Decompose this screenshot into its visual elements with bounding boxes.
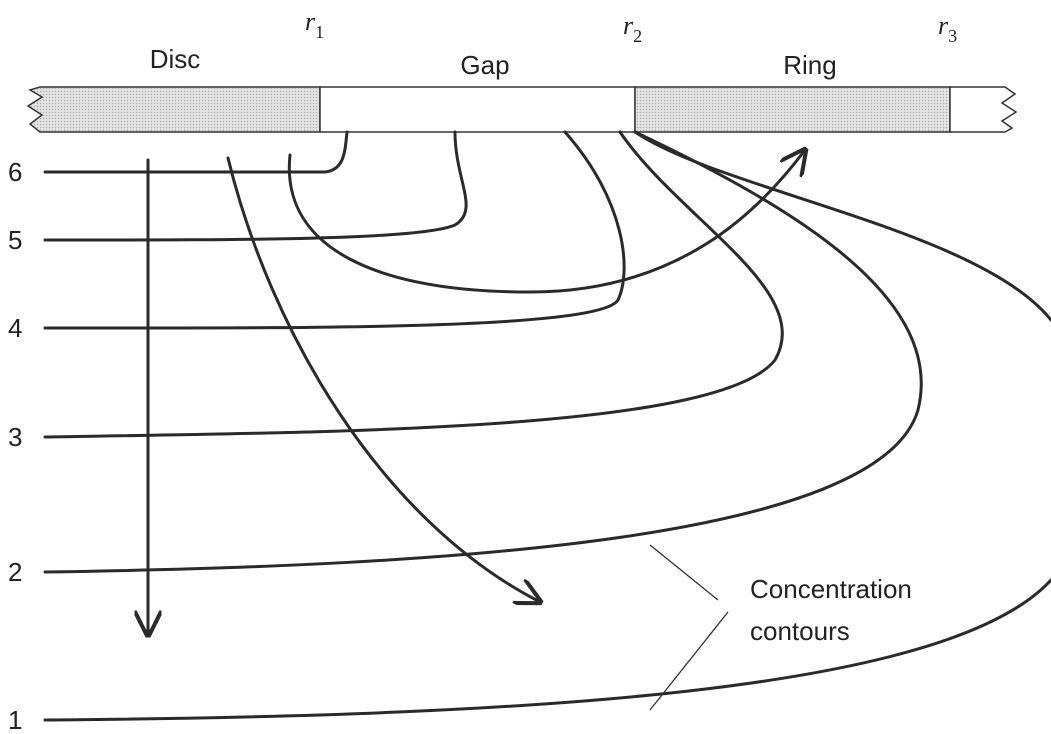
- radius-label: r1: [305, 7, 324, 42]
- radius-label: r3: [938, 11, 957, 46]
- radius-label: r2: [623, 11, 642, 46]
- contour-label: 2: [8, 557, 22, 587]
- region-label: Disc: [150, 44, 201, 74]
- contour-label: 4: [8, 313, 22, 343]
- callout-lines: [649, 544, 729, 711]
- region-label: Ring: [783, 50, 836, 80]
- flux-arrows: [148, 150, 805, 635]
- caption: Concentration: [750, 574, 912, 604]
- surface-strip: [26, 86, 1018, 133]
- contour-label: 3: [8, 422, 22, 452]
- contour-label: 6: [8, 157, 22, 187]
- contour-label: 1: [8, 705, 22, 734]
- caption: contours: [750, 616, 850, 646]
- contour-label: 5: [8, 225, 22, 255]
- contours: [43, 130, 1051, 722]
- region-label: Gap: [460, 50, 509, 80]
